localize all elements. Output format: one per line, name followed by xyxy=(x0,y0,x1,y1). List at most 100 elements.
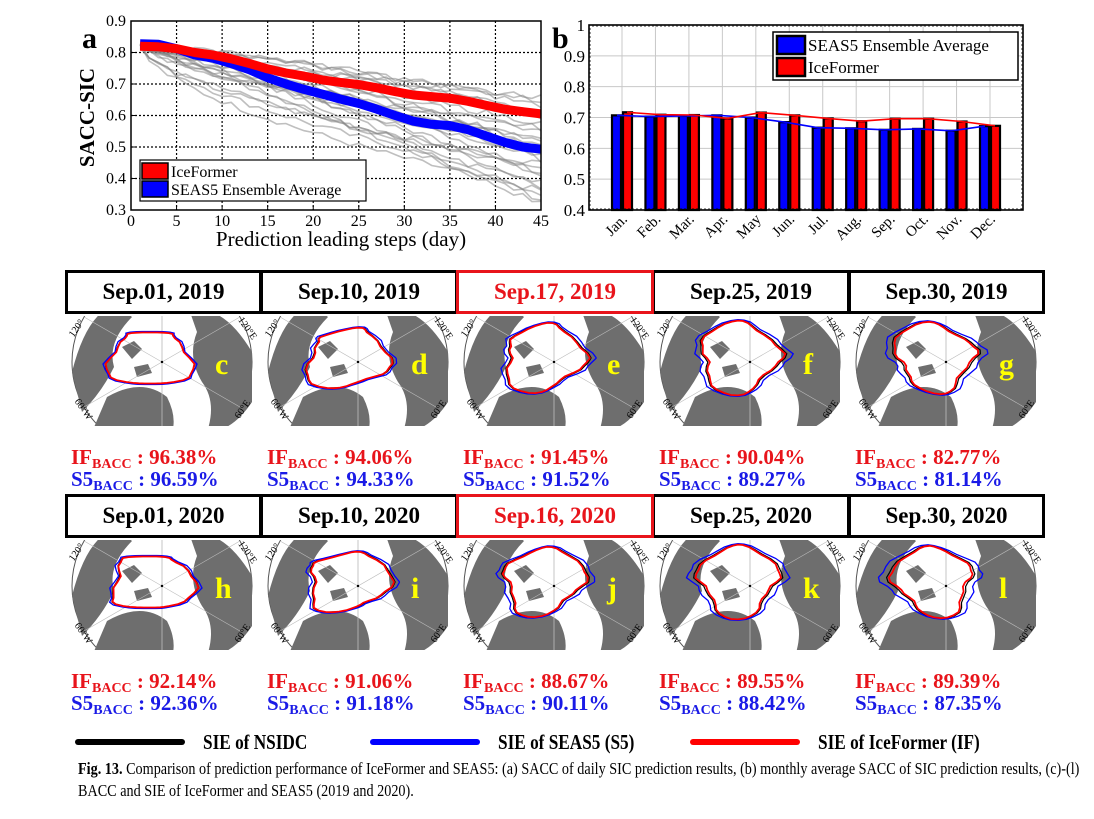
arctic-map-h: 120° 120°E60°W 60°Eh xyxy=(67,539,259,650)
map-body xyxy=(659,540,841,650)
date-label: Sep.25, 2020 xyxy=(689,503,813,528)
bar-iceformer-dec xyxy=(989,124,1002,212)
y-axis-label: SACC-SIC xyxy=(75,68,99,167)
legend-swatch xyxy=(775,34,807,56)
iceformer-bacc-e: IFBACC : 91.45% xyxy=(457,446,653,476)
date-label: Sep.30, 2020 xyxy=(885,503,1008,528)
metric-subscript: BACC xyxy=(92,457,132,472)
legend-label: IceFormer xyxy=(171,164,238,181)
map-body xyxy=(855,540,1037,650)
metric-subscript: BACC xyxy=(877,703,917,718)
north-pole-dot xyxy=(356,360,360,364)
bacc-value: 90.11% xyxy=(542,691,610,715)
x-tick-label: Feb. xyxy=(634,212,664,242)
separator: : xyxy=(524,691,543,715)
sie-contour-seas5 xyxy=(884,320,989,396)
land-archipelago xyxy=(710,341,740,377)
arctic-map-i: 120° 120°E60°W 60°Ei xyxy=(263,539,455,650)
land-eurasia xyxy=(778,540,840,650)
model-abbrev: IF xyxy=(659,669,680,693)
separator: : xyxy=(132,467,151,491)
bar-iceformer-jul xyxy=(822,117,834,212)
bacc-value: 94.33% xyxy=(346,467,415,491)
legend-label: SEAS5 Ensemble Average xyxy=(808,36,989,55)
north-pole-dot xyxy=(552,360,556,364)
land-north-america xyxy=(464,540,524,636)
y-tick-label: 0.7 xyxy=(106,76,126,93)
map-body xyxy=(463,316,645,426)
bar-seas5-nov xyxy=(945,129,957,212)
metric-subscript: BACC xyxy=(92,681,132,696)
separator: : xyxy=(327,669,346,693)
bar-iceformer-may xyxy=(755,111,767,212)
bar-iceformer-apr xyxy=(722,117,734,212)
sie-contour-seas5 xyxy=(495,545,596,619)
date-header-l: Sep.30, 2020 xyxy=(848,494,1045,538)
bacc-value: 96.38% xyxy=(149,445,218,469)
land-north-america xyxy=(660,540,720,636)
bacc-value: 94.06% xyxy=(345,445,414,469)
bar-iceformer-feb xyxy=(655,113,667,212)
map-panel-f: 120° 120°E 60°W 60°E f xyxy=(653,315,849,428)
separator: : xyxy=(328,691,347,715)
legend-label: SEAS5 Ensemble Average xyxy=(171,182,341,199)
sie-contour-iceformer xyxy=(893,320,980,396)
land-archipelago xyxy=(514,565,544,601)
date-header-e: Sep.17, 2019 xyxy=(456,270,654,314)
bar-seas5-may xyxy=(744,116,756,212)
separator: : xyxy=(719,445,738,469)
bar-seas5-mar xyxy=(677,114,690,212)
date-label: Sep.01, 2020 xyxy=(102,503,225,528)
seas5-bacc-h: S5BACC : 92.36% xyxy=(65,692,261,722)
bar-iceformer-jan xyxy=(621,111,634,212)
x-tick-label: Jan. xyxy=(603,212,631,240)
metric-subscript: BACC xyxy=(681,479,721,494)
sie-contour-seas5 xyxy=(877,544,984,620)
metric-subscript: BACC xyxy=(93,479,133,494)
land-archipelago xyxy=(122,341,152,377)
x-tick-label: 5 xyxy=(173,213,181,230)
sie-contour-iceformer xyxy=(694,543,783,621)
sie-contour-iceformer xyxy=(310,550,396,614)
north-pole-dot xyxy=(944,584,948,588)
arctic-map-j: 120° 120°E60°W 60°Ej xyxy=(459,539,651,650)
bar-iceformer-nov xyxy=(956,120,968,212)
trend-line-iceformer xyxy=(626,111,996,127)
ensemble-member-line xyxy=(139,44,542,191)
x-tick-label: Jun. xyxy=(769,212,798,241)
bar-iceformer-sep xyxy=(889,117,901,212)
x-tick-label: 15 xyxy=(260,213,276,230)
land-greenland xyxy=(92,387,174,426)
map-body xyxy=(267,316,449,426)
sie-contour-iceformer xyxy=(700,319,787,397)
land-archipelago xyxy=(514,341,544,377)
separator: : xyxy=(916,691,935,715)
chart-b-legend: SEAS5 Ensemble Average IceFormer xyxy=(772,31,1019,81)
panel-letter-f: f xyxy=(803,348,814,381)
land-north-america xyxy=(856,316,916,412)
sie-contour-seas5 xyxy=(108,554,203,610)
map-body xyxy=(267,540,449,650)
date-header-d: Sep.10, 2019 xyxy=(260,270,458,314)
arctic-map-f: 120° 120°E60°W 60°Ef xyxy=(655,315,847,426)
model-abbrev: IF xyxy=(659,445,680,469)
bar-seas5-jan xyxy=(610,114,623,212)
bacc-value: 91.06% xyxy=(345,669,414,693)
date-label: Sep.10, 2020 xyxy=(297,503,421,528)
x-tick-label: 0 xyxy=(127,213,135,230)
arctic-map-l: 120° 120°E60°W 60°El xyxy=(851,539,1043,650)
panel-label-a: a xyxy=(82,22,97,55)
land-north-america xyxy=(268,316,328,412)
x-tick-label: Mar. xyxy=(667,212,698,243)
caption-text: Comparison of prediction performance of … xyxy=(78,759,1080,800)
bacc-value: 81.14% xyxy=(934,467,1003,491)
caption-label: Fig. 13. xyxy=(78,759,123,778)
metric-subscript: BACC xyxy=(680,457,720,472)
seas5-bacc-d: S5BACC : 94.33% xyxy=(261,468,457,498)
metric-subscript: BACC xyxy=(877,479,917,494)
bacc-value: 91.45% xyxy=(541,445,610,469)
model-abbrev: S5 xyxy=(267,691,290,715)
panel-label-b: b xyxy=(552,22,569,55)
